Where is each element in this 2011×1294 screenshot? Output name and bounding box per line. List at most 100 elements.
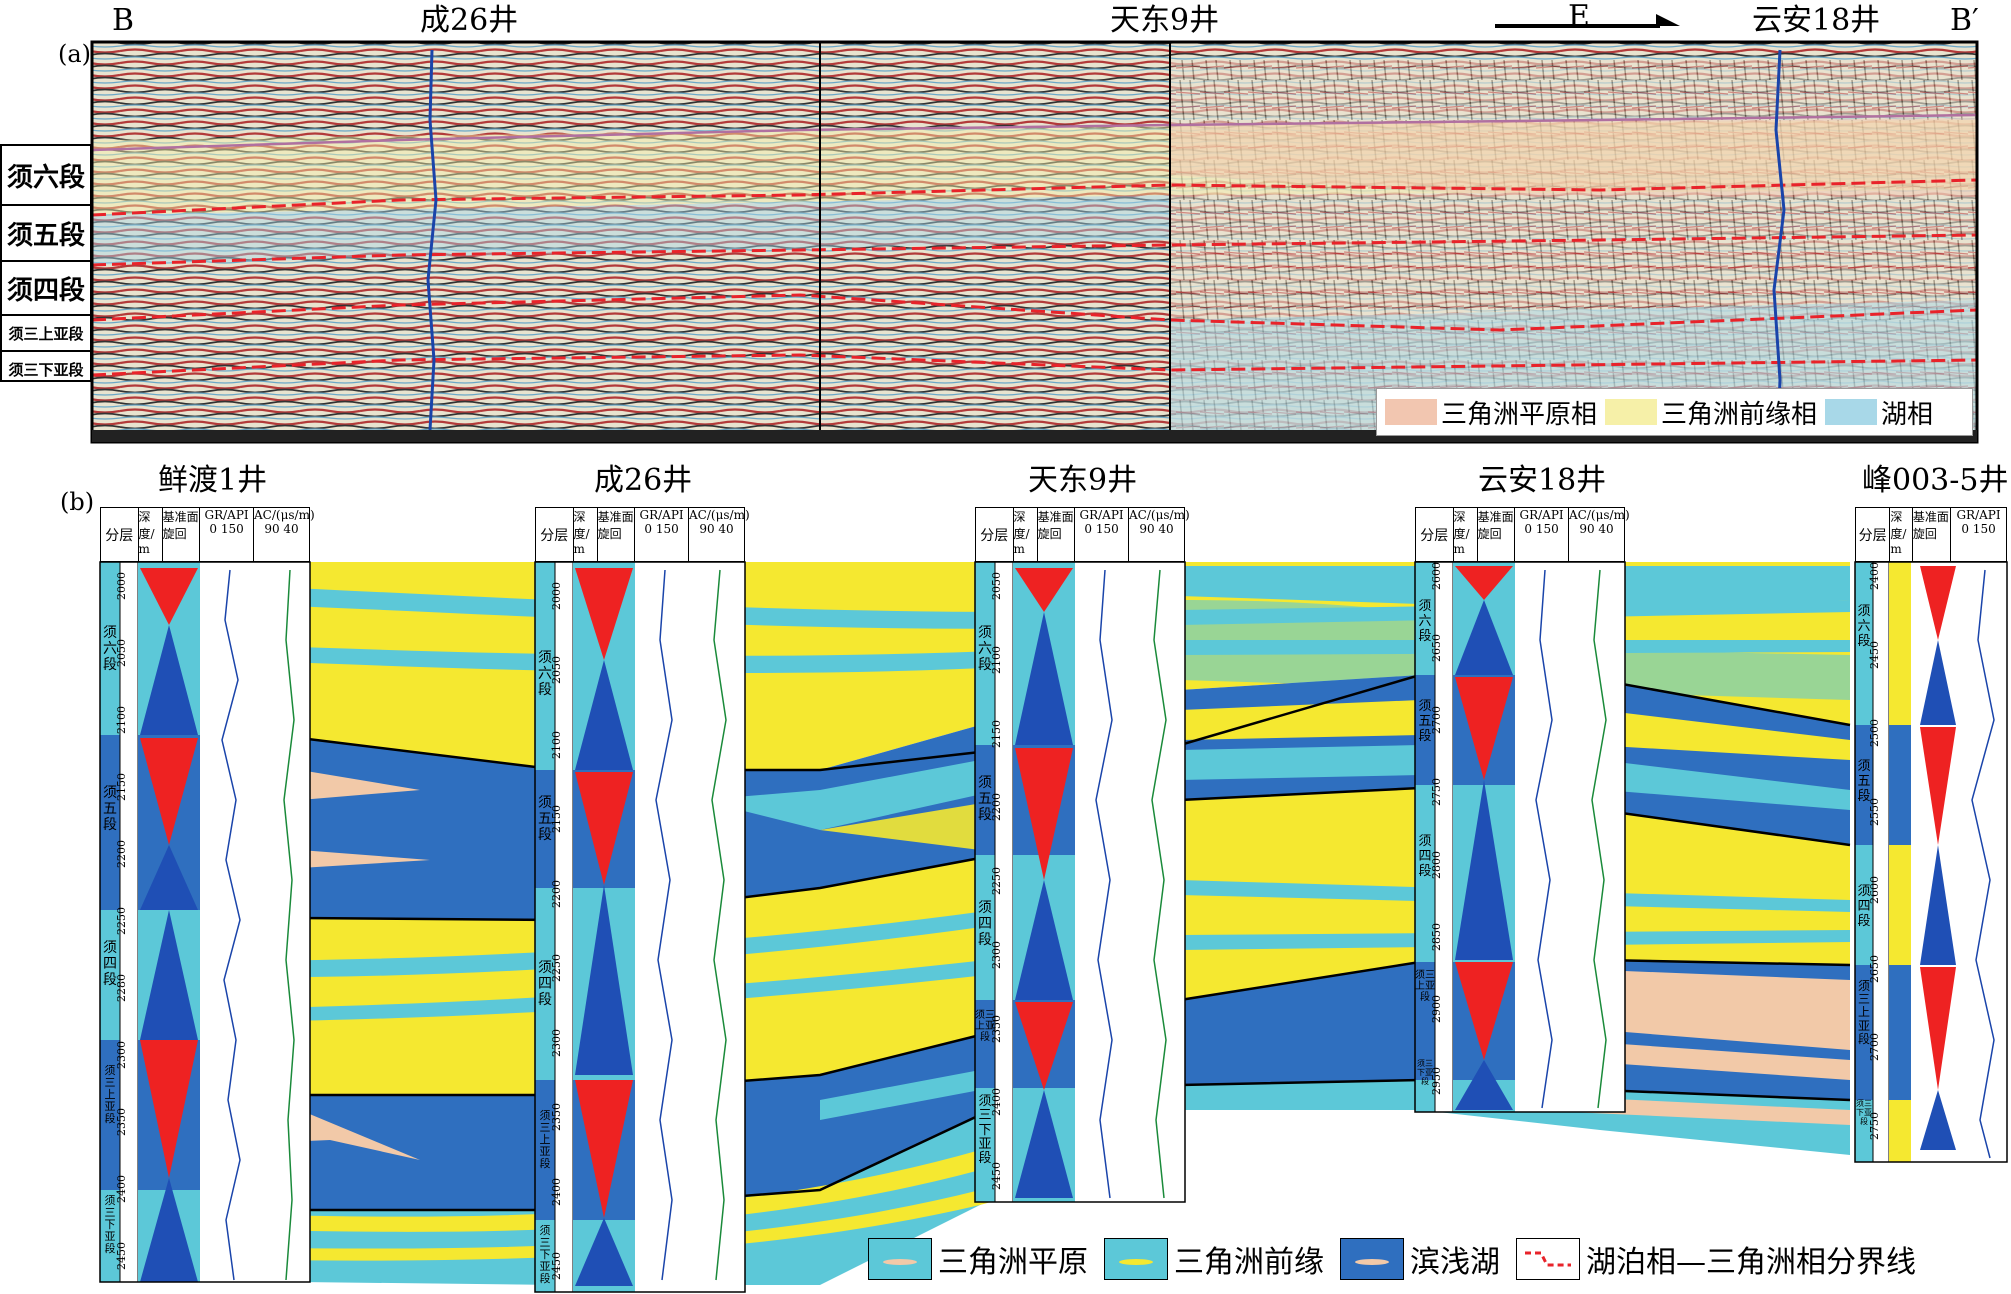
well-label-a-2: 天东9井: [1110, 3, 1220, 38]
header-ac: AC/(μs/m): [254, 508, 315, 522]
well-header-5: 分层 深度/m 基准面旋回 GR/API 0 150: [1855, 507, 2007, 562]
header-cycle: 基准面旋回: [1478, 508, 1516, 561]
depth-tick-label: 2950: [1430, 1067, 1443, 1095]
facies-legend-b: 三角洲平原 三角洲前缘 滨浅湖 湖泊相—三角洲相分界线: [868, 1232, 1978, 1286]
depth-tick-label: 2600: [1430, 562, 1443, 590]
header-ac-scale: 90 40: [264, 522, 299, 536]
header-cycle: 基准面旋回: [163, 508, 201, 561]
legend-swatch-boundary-b: [1516, 1238, 1580, 1280]
well-header-2: 分层 深度/m 基准面旋回 GR/API 0 150 AC/(μs/m) 90 40: [535, 507, 750, 562]
well-column-3: [974, 561, 1186, 1203]
depth-tick-label: 2750: [1868, 1112, 1881, 1140]
well-5-unit-4: 须三上亚段: [1857, 979, 1870, 1046]
well-4-unit-5: 须三下亚段: [1417, 1059, 1433, 1086]
header-depth: 深度/m: [1890, 508, 1913, 561]
header-gr: GR/API: [1956, 508, 2001, 522]
header-gr-scale: 0 150: [644, 522, 679, 536]
well-column-5: [1854, 561, 2008, 1163]
well-label-b-5: 峰003-5井: [1862, 463, 2009, 498]
depth-tick-label: 2400: [990, 1088, 1003, 1117]
well-5-unit-1: 须六段: [1857, 604, 1871, 649]
legend-label-delta-plain-a: 三角洲平原相: [1441, 399, 1598, 430]
header-gr-scale: 0 150: [1524, 522, 1559, 536]
well-3-unit-2: 须五段: [978, 775, 992, 824]
depth-tick-label: 2050: [990, 572, 1003, 600]
depth-tick-label: 2850: [1430, 922, 1443, 951]
depth-tick-label: 2450: [115, 1242, 128, 1270]
header-depth: 深度/m: [574, 508, 598, 561]
depth-tick-label: 2150: [550, 805, 563, 834]
well-4-unit-2: 须五段: [1418, 699, 1432, 744]
panel-a: (a) B B′ 成26井 天东9井 云安18井 E: [0, 0, 2011, 450]
header-gr-scale: 0 150: [209, 522, 244, 536]
unit-label-a-3: 须四段: [2, 262, 90, 316]
depth-tick-label: 2050: [550, 656, 563, 685]
well-2-unit-5: 须三下亚段: [539, 1224, 551, 1286]
depth-tick-label: 2250: [990, 867, 1003, 895]
well-2-unit-1: 须六段: [538, 650, 552, 699]
seismic-section: [90, 40, 1979, 444]
depth-tick-label: 2700: [1430, 706, 1443, 735]
well-label-a-1: 成26井: [420, 3, 519, 38]
depth-tick-label: 2100: [550, 730, 563, 759]
well-label-b-3: 天东9井: [1028, 463, 1138, 498]
unit-label-a-4: 须三上亚段: [2, 316, 90, 352]
depth-tick-label: 2050: [115, 639, 128, 667]
depth-tick-label: 2550: [1868, 797, 1881, 826]
well-5-unit-3: 须四段: [1857, 884, 1871, 929]
header-depth: 深度/m: [1014, 508, 1038, 561]
header-layer: 分层: [101, 508, 139, 561]
header-gr-scale: 0 150: [1084, 522, 1119, 536]
header-ac-scale: 90 40: [1579, 522, 1614, 536]
depth-tick-label: 2300: [990, 940, 1003, 969]
depth-tick-label: 2200: [115, 840, 128, 868]
legend-swatch-delta-front-b: [1104, 1238, 1168, 1280]
header-gr: GR/API: [1519, 508, 1564, 522]
panel-b-label: (b): [60, 488, 95, 516]
well-column-4: [1414, 561, 1626, 1113]
header-ac: AC/(μs/m): [689, 508, 750, 522]
legend-label-delta-front-b: 三角洲前缘: [1174, 1245, 1324, 1280]
depth-tick-label: 2150: [115, 773, 128, 801]
direction-arrow: [1495, 14, 1680, 28]
header-ac: AC/(μs/m): [1569, 508, 1630, 522]
well-header-1: 分层 深度/m 基准面旋回 GR/API 0 150 AC/(μs/m) 90 40: [100, 507, 315, 562]
legend-label-delta-plain-b: 三角洲平原: [938, 1245, 1088, 1280]
depth-tick-label: 2100: [115, 706, 128, 734]
legend-label-delta-front-a: 三角洲前缘相: [1661, 399, 1818, 430]
header-gr-scale: 0 150: [1961, 522, 1996, 536]
depth-tick-label: 2400: [115, 1175, 128, 1203]
header-layer: 分层: [1416, 508, 1454, 561]
depth-tick-label: 2800: [1430, 850, 1443, 879]
depth-tick-label: 2450: [990, 1162, 1003, 1190]
header-cycle: 基准面旋回: [1038, 508, 1076, 561]
well-1-unit-1: 须六段: [103, 625, 117, 674]
unit-label-box: 须六段 须五段 须四段 须三上亚段 须三下亚段: [0, 144, 92, 382]
header-depth: 深度/m: [139, 508, 163, 561]
header-gr: GR/API: [1079, 508, 1124, 522]
depth-tick-label: 2350: [115, 1108, 128, 1136]
well-3-unit-5: 须三下亚段: [978, 1094, 992, 1167]
legend-label-lake-a: 湖相: [1881, 399, 1934, 430]
depth-tick-label: 2450: [550, 1252, 563, 1280]
depth-tick-label: 2150: [990, 719, 1003, 748]
well-label-b-1: 鲜渡1井: [158, 463, 268, 498]
depth-tick-label: 2300: [115, 1041, 128, 1069]
header-gr: GR/API: [639, 508, 684, 522]
well-3-unit-4: 须三上亚段: [975, 1010, 995, 1043]
depth-tick-label: 2400: [1868, 562, 1881, 590]
depth-tick-label: 2100: [990, 645, 1003, 674]
well-2-unit-2: 须五段: [538, 795, 552, 844]
well-header-3: 分层 深度/m 基准面旋回 GR/API 0 150 AC/(μs/m) 90 40: [975, 507, 1190, 562]
well-label-a-3: 云安18井: [1752, 3, 1881, 38]
well-column-1: [99, 561, 311, 1283]
legend-label-shore-lake-b: 滨浅湖: [1410, 1245, 1500, 1280]
depth-tick-label: 2750: [1430, 778, 1443, 807]
legend-swatch-shore-lake-b: [1340, 1238, 1404, 1280]
well-3-unit-3: 须四段: [978, 900, 992, 949]
depth-tick-label: 2250: [550, 954, 563, 983]
well-4-unit-1: 须六段: [1418, 599, 1432, 644]
well-1-unit-3: 须四段: [103, 940, 117, 989]
well-label-b-4: 云安18井: [1478, 463, 1607, 498]
